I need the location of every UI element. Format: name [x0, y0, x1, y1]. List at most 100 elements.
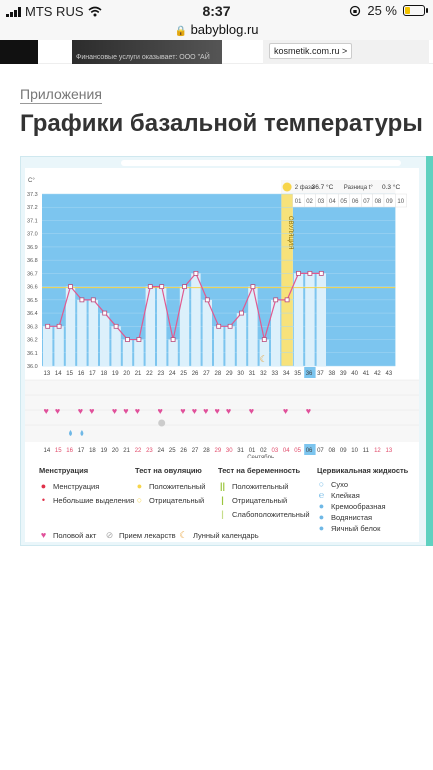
date-label: 13 [386, 448, 393, 454]
temperature-point [261, 337, 267, 342]
ad-link-button[interactable]: kosmetik.com.ru > [269, 43, 353, 59]
cycle-day-label: 19 [112, 371, 119, 377]
cycle-day-label: 35 [294, 371, 301, 377]
temperature-point [68, 284, 73, 290]
date-label: 06 [306, 448, 313, 454]
legend-heading: Тест на овуляцию [135, 466, 202, 475]
phase-day-label: 06 [352, 199, 359, 205]
date-label: 16 [66, 448, 73, 454]
temp-bar [225, 326, 235, 366]
page-title: Графики базальной температуры [20, 110, 423, 137]
cycle-day-label: 29 [226, 371, 233, 377]
temp-bar [179, 286, 190, 366]
cycle-day-label: 37 [317, 371, 324, 377]
date-label: 21 [123, 448, 130, 454]
legend-ovulation-test: Тест на овуляцию ● Положительный ○ Отрицат… [135, 466, 205, 507]
y-tick-label: 37.1 [27, 218, 38, 224]
date-label: 07 [317, 448, 324, 454]
breadcrumb[interactable]: Приложения [20, 86, 102, 104]
temperature-point [227, 323, 233, 329]
moon-icon: ☾ [179, 530, 188, 540]
diff-label: Разница t° [344, 185, 374, 191]
date-label: 27 [192, 448, 199, 454]
side-scroll-strip[interactable] [426, 156, 433, 546]
moon-icon: ☾ [260, 354, 268, 364]
address-bar[interactable]: 🔒 babyblog.ru [0, 22, 433, 40]
ad-panel[interactable]: kosmetik.com.ru > [263, 40, 429, 64]
heart-icon: ♥ [283, 406, 288, 416]
events-area [25, 380, 419, 442]
date-label: 09 [340, 448, 347, 454]
status-bar: MTS RUS 8:37 25 % [0, 0, 433, 22]
temperature-point [159, 284, 165, 290]
ad-image[interactable]: Финансовые услуги оказывает: ООО "АЙ [72, 40, 222, 64]
temp-bar [134, 339, 144, 366]
legend-item: ● Водянистая [317, 512, 408, 523]
lock-icon: 🔒 [174, 26, 187, 37]
cycle-day-label: 15 [66, 371, 73, 377]
date-label: 08 [329, 448, 336, 454]
y-tick-label: 36.1 [27, 351, 38, 357]
heart-icon: ♥ [112, 406, 117, 416]
date-label: 30 [226, 448, 233, 454]
temp-bar [54, 326, 64, 366]
y-tick-label: 37.0 [27, 232, 38, 238]
legend-label: Небольшие выделения [53, 495, 135, 505]
ovulation-column [281, 180, 293, 366]
y-tick-label: 36.0 [27, 364, 38, 370]
y-tick-label: 36.9 [27, 245, 38, 251]
temperature-point [204, 297, 210, 303]
temperature-point [90, 297, 96, 303]
legend-label: Прием лекарств [119, 531, 176, 540]
legend-label: Положительный [149, 481, 206, 491]
legend-label: Слабоположительный [232, 509, 310, 519]
legend-cervical: Цервикальная жидкость ○ Сухо ℮ Клейкая ● Кр… [317, 466, 408, 534]
y-tick-label: 36.5 [27, 298, 38, 304]
phase-day-label: 03 [318, 199, 325, 205]
heart-icon: ♥ [180, 406, 185, 416]
carrier-label: MTS RUS [25, 4, 84, 19]
heart-icon: ♥ [123, 406, 128, 416]
legend-moon: ☾ Лунный календарь [179, 530, 259, 541]
legend-label: Положительный [232, 481, 289, 491]
heart-icon: ♥ [158, 406, 163, 416]
temp-bar [259, 339, 269, 366]
phase-day-label: 05 [340, 199, 347, 205]
cycle-day-label: 26 [192, 371, 199, 377]
legend-label: Лунный календарь [193, 531, 259, 540]
temperature-point [250, 284, 256, 290]
phase-value: 36.7 °C [312, 183, 334, 191]
today-date-cell [304, 444, 316, 455]
legend-item: | Отрицательный [218, 493, 310, 507]
cycle-day-label: 38 [329, 371, 336, 377]
heart-icon: ♥ [135, 406, 140, 416]
date-label: 11 [363, 448, 370, 454]
egg-white-icon: ● [318, 523, 325, 533]
temperature-point [102, 310, 108, 316]
date-label: 28 [203, 448, 210, 454]
date-label: 02 [260, 448, 267, 454]
cycle-day-label: 17 [89, 371, 96, 377]
temperature-point [296, 270, 301, 276]
phase-day-label: 08 [375, 199, 382, 205]
cycle-day-label: 21 [135, 371, 142, 377]
blood-drop-icon: ● [40, 480, 47, 491]
y-tick-label: 37.2 [27, 205, 38, 211]
temperature-point [147, 284, 153, 290]
ad-banner[interactable]: Финансовые услуги оказывает: ООО "АЙ kos… [0, 40, 433, 64]
temp-bar [145, 286, 155, 366]
horizontal-scrollbar[interactable] [121, 160, 401, 166]
heart-icon: ♥ [44, 406, 49, 416]
heart-icon: ♥ [192, 406, 197, 416]
cycle-day-label: 27 [203, 371, 210, 377]
cycle-day-label: 23 [158, 371, 165, 377]
heart-icon: ♥ [226, 406, 231, 416]
phase-day-label: 01 [295, 199, 302, 205]
heart-icon: ♥ [89, 406, 94, 416]
temp-bar [236, 313, 247, 366]
y-tick-label: 36.8 [27, 258, 38, 264]
temp-bar [214, 326, 224, 366]
temperature-point [318, 270, 324, 276]
temp-bar [43, 326, 53, 366]
